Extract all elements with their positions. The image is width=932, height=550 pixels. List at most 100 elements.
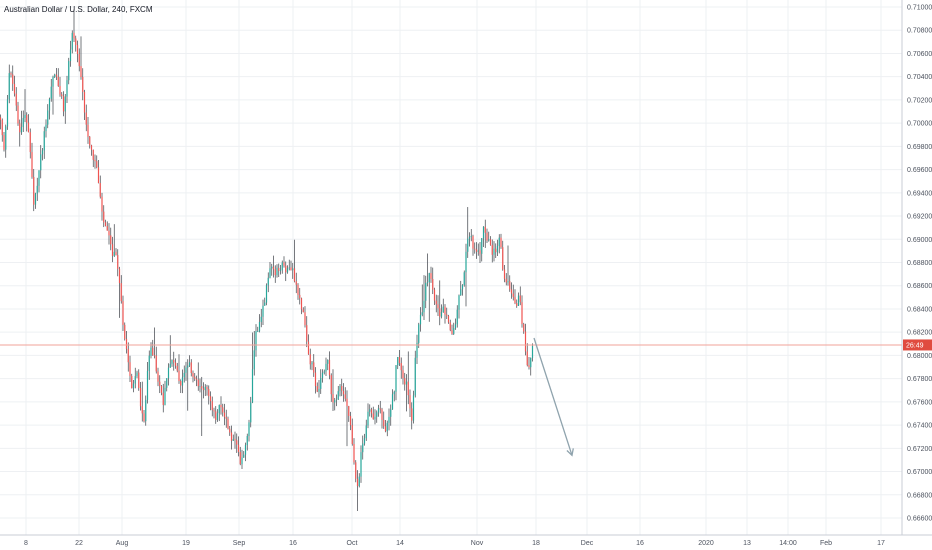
candle-body [45,124,47,132]
candle-body [286,268,289,273]
price-tick: 0.68800 [907,260,932,267]
candle-body [481,238,483,254]
candle-body [264,302,266,306]
projection-arrow-shaft [533,337,573,456]
time-tick: Aug [116,540,129,547]
current-price-badge-bg [903,339,932,351]
candle-body [316,386,318,392]
candle-body [148,355,150,371]
candle-body [391,394,394,410]
candle-body [393,391,395,395]
candle-body [185,367,187,373]
candle-body [180,381,182,386]
candle-body [250,402,252,423]
candle-body [202,388,205,391]
time-tick: 16 [636,540,644,547]
candle-body [97,167,100,183]
candle-body [442,306,444,313]
candle-body [395,365,397,392]
candle-body [512,293,514,297]
candle-body [489,239,492,246]
candle-body [398,357,401,364]
candle-body [92,149,94,160]
candle-body [444,306,446,315]
price-tick: 0.70000 [907,121,932,128]
candle-body [365,425,367,439]
candle-body [475,249,478,252]
price-tick: 0.67600 [907,399,932,406]
candle-body [342,390,345,395]
candle-body [8,73,10,100]
candle-body [421,312,423,315]
candle-body [341,386,343,391]
candle-body [178,370,180,382]
candle-body [468,236,471,239]
candle-body [323,371,325,373]
candle-body [61,94,63,97]
candle-body [461,285,464,290]
candle-body [220,404,222,408]
candle-body [505,278,507,283]
candle-body [388,416,390,423]
price-tick: 0.70600 [907,51,932,58]
candle-body [428,273,430,283]
candle-body [155,355,157,372]
price-tick: 0.67400 [907,423,932,430]
candle-body [309,354,311,365]
candle-body [171,360,173,364]
candle-body [12,74,14,84]
candle-body [467,238,469,252]
candle-body [458,295,460,310]
candle-body [6,99,9,127]
candle-body [82,77,84,92]
candle-body [374,416,376,420]
candle-body [269,268,271,278]
candle-body [426,282,429,284]
candle-body [339,386,341,392]
candle-body [201,386,203,389]
candle-body [211,401,213,411]
candle-body [526,351,528,366]
candle-body [157,371,159,382]
candle-body [50,86,52,99]
candle-body [384,426,387,432]
candle-body [160,385,163,393]
candle-body [223,412,226,417]
candle-body [115,251,117,256]
candle-body [332,394,334,403]
candle-body [141,406,143,414]
candle-body [265,285,268,303]
candle-body [192,373,194,377]
candle-body [321,372,324,378]
candle-body [325,363,327,372]
candle-body [253,350,255,370]
projection-arrow-head [566,448,574,457]
candle-body [216,413,219,420]
candle-body [386,422,388,432]
price-tick: 0.69200 [907,214,932,221]
candle-body [75,38,77,45]
candle-body [479,250,481,254]
candle-body [138,372,140,389]
candle-body [278,267,280,271]
price-tick: 0.69000 [907,237,932,244]
candle-body [472,235,474,249]
candle-body [300,298,303,310]
candle-body [353,444,355,463]
candle-body [521,302,523,325]
candle-body [255,331,257,351]
candle-body [390,409,392,417]
candle-body [295,281,297,285]
candle-body [230,432,233,441]
candle-body [503,269,506,279]
time-tick: Nov [471,540,484,547]
candle-body [213,410,215,412]
candle-body [169,363,171,368]
candle-body [139,388,142,407]
candle-body [36,185,38,194]
candle-body [463,272,465,286]
current-price-label: 26:49 [906,342,924,349]
candle-body [482,226,485,239]
time-tick: 2020 [698,540,714,547]
candle-body [486,232,488,241]
